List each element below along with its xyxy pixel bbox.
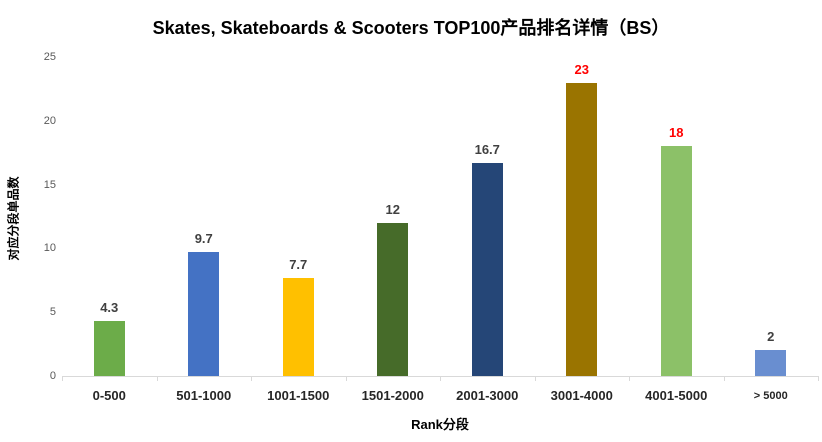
bar-0-500	[93, 321, 125, 376]
x-category-label: 3001-4000	[550, 388, 613, 403]
bar-1001-1500	[282, 277, 314, 376]
bar-value-label: 7.7	[289, 256, 308, 272]
bar-value-label: 2	[767, 329, 775, 345]
y-tick-label: 25	[43, 51, 56, 63]
bar-> 5000	[755, 350, 787, 376]
bar-value-label: 9.7	[194, 231, 213, 247]
x-axis-title: Rank分段	[411, 417, 469, 432]
bar-value-label: 16.7	[474, 141, 500, 157]
y-tick-label: 0	[49, 370, 56, 382]
x-category-label: 1001-1500	[267, 388, 330, 403]
x-category-label: 4001-5000	[645, 388, 708, 403]
bar-1501-2000	[377, 222, 409, 376]
bar-3001-4000	[566, 82, 598, 376]
x-axis-tick	[62, 376, 63, 381]
x-category-label: > 5000	[753, 390, 788, 402]
x-category-label: 1501-2000	[361, 388, 424, 403]
y-tick-label: 15	[43, 178, 56, 191]
y-tick-label: 10	[43, 242, 56, 255]
bar-2001-3000	[471, 162, 503, 376]
bar-value-label: 18	[669, 125, 684, 141]
x-axis-line	[62, 376, 818, 377]
bar-value-label: 4.3	[100, 300, 119, 316]
x-axis-tick	[345, 376, 347, 381]
x-axis-tick	[818, 376, 819, 381]
x-category-label: 0-500	[92, 388, 126, 403]
bar-value-label: 23	[574, 61, 589, 77]
x-axis-tick	[440, 376, 441, 381]
x-axis-tick	[629, 376, 630, 381]
x-category-label: 501-1000	[176, 388, 232, 403]
x-axis-tick	[251, 376, 252, 381]
x-axis-tick	[156, 376, 158, 381]
bar-501-1000	[188, 252, 220, 376]
chart-title: Skates, Skateboards & Scooters TOP100产品排…	[152, 18, 670, 38]
y-tick-label: 20	[43, 114, 56, 127]
bar-4001-5000	[660, 146, 692, 376]
y-tick-label: 5	[49, 306, 56, 319]
x-axis-tick	[534, 376, 536, 381]
x-category-label: 2001-3000	[456, 388, 519, 403]
bar-value-label: 12	[385, 201, 400, 217]
x-axis-tick	[723, 376, 725, 381]
